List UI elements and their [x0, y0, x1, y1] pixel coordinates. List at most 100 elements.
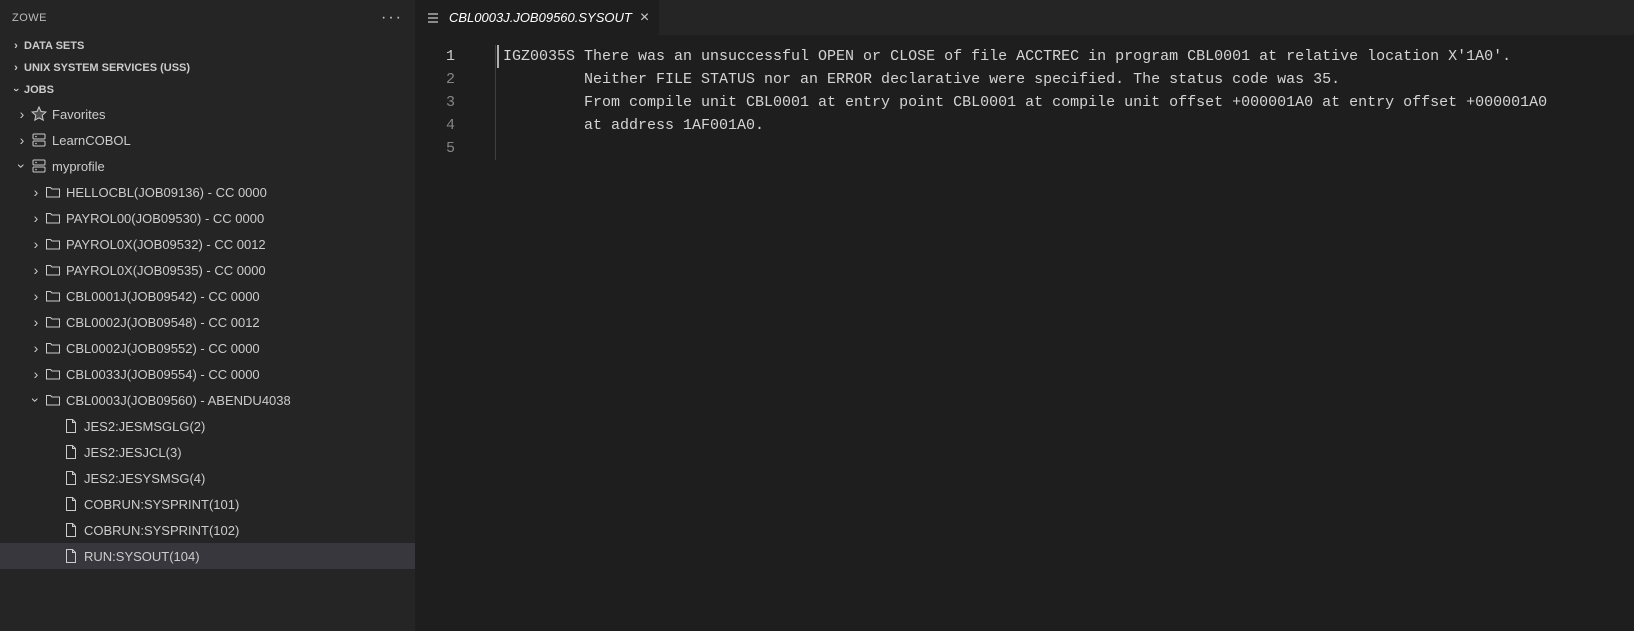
chevron-right-icon: › [14, 132, 30, 148]
tree-job-label: CBL0002J(JOB09548) - CC 0012 [66, 315, 260, 330]
tree-output-label: COBRUN:SYSPRINT(102) [84, 523, 239, 538]
code-content[interactable]: IGZ0035S There was an unsuccessful OPEN … [475, 45, 1634, 631]
sidebar-title: ZOWE [12, 12, 47, 24]
file-icon [62, 496, 80, 512]
code-line: Neither FILE STATUS nor an ERROR declara… [475, 68, 1634, 91]
section-uss[interactable]: › UNIX SYSTEM SERVICES (USS) [0, 57, 415, 79]
tree-job-label: CBL0033J(JOB09554) - CC 0000 [66, 367, 260, 382]
chevron-right-icon: › [8, 62, 24, 74]
code-line: at address 1AF001A0. [475, 114, 1634, 137]
chevron-right-icon: › [28, 184, 44, 200]
folder-icon [44, 210, 62, 226]
tree-output[interactable]: COBRUN:SYSPRINT(101) [0, 491, 415, 517]
tree-output[interactable]: RUN:SYSOUT(104) [0, 543, 415, 569]
tree-job-label: CBL0003J(JOB09560) - ABENDU4038 [66, 393, 291, 408]
tree-output[interactable]: COBRUN:SYSPRINT(102) [0, 517, 415, 543]
tree-node-learncobol[interactable]: › LearnCOBOL [0, 127, 415, 153]
section-label: UNIX SYSTEM SERVICES (USS) [24, 62, 190, 74]
tree-job[interactable]: › HELLOCBL(JOB09136) - CC 0000 [0, 179, 415, 205]
code-line: IGZ0035S There was an unsuccessful OPEN … [475, 45, 1634, 68]
tree-output-label: JES2:JESYSMSG(4) [84, 471, 205, 486]
tree-output-label: RUN:SYSOUT(104) [84, 549, 200, 564]
tree-job[interactable]: › CBL0002J(JOB09552) - CC 0000 [0, 335, 415, 361]
chevron-right-icon: › [28, 288, 44, 304]
tab-bar: CBL0003J.JOB09560.SYSOUT × [415, 0, 1634, 35]
code-line [475, 137, 1634, 160]
tree-output-label: COBRUN:SYSPRINT(101) [84, 497, 239, 512]
chevron-down-icon: › [14, 158, 30, 174]
chevron-right-icon: › [28, 236, 44, 252]
tree-output[interactable]: JES2:JESYSMSG(4) [0, 465, 415, 491]
section-jobs[interactable]: › JOBS [0, 79, 415, 101]
chevron-right-icon: › [28, 340, 44, 356]
folder-icon [44, 340, 62, 356]
file-icon [62, 470, 80, 486]
code-line: From compile unit CBL0001 at entry point… [475, 91, 1634, 114]
tree-job[interactable]: › CBL0003J(JOB09560) - ABENDU4038 [0, 387, 415, 413]
folder-icon [44, 366, 62, 382]
tree-output[interactable]: JES2:JESMSGLG(2) [0, 413, 415, 439]
file-icon [62, 548, 80, 564]
chevron-right-icon: › [28, 314, 44, 330]
star-icon [30, 106, 48, 122]
folder-icon [44, 236, 62, 252]
list-icon [425, 10, 441, 26]
folder-icon [44, 262, 62, 278]
more-actions-icon[interactable]: ··· [381, 9, 403, 27]
line-number: 5 [415, 137, 455, 160]
chevron-right-icon: › [8, 40, 24, 52]
tree-node-label: myprofile [52, 159, 105, 174]
section-label: JOBS [24, 84, 54, 96]
chevron-right-icon: › [28, 262, 44, 278]
line-number: 3 [415, 91, 455, 114]
folder-icon [44, 288, 62, 304]
sidebar-header: ZOWE ··· [0, 0, 415, 35]
tree-job-label: HELLOCBL(JOB09136) - CC 0000 [66, 185, 267, 200]
code-area[interactable]: 12345 IGZ0035S There was an unsuccessful… [415, 35, 1634, 631]
chevron-down-icon: › [28, 392, 44, 408]
tree-node-label: LearnCOBOL [52, 133, 131, 148]
tree-job-label: PAYROL0X(JOB09535) - CC 0000 [66, 263, 266, 278]
line-number: 4 [415, 114, 455, 137]
server-icon [30, 132, 48, 148]
tree-output-label: JES2:JESMSGLG(2) [84, 419, 205, 434]
chevron-right-icon: › [28, 210, 44, 226]
tab-title: CBL0003J.JOB09560.SYSOUT [449, 10, 632, 25]
section-datasets[interactable]: › DATA SETS [0, 35, 415, 57]
tree-node-myprofile[interactable]: › myprofile [0, 153, 415, 179]
tree-job[interactable]: › CBL0002J(JOB09548) - CC 0012 [0, 309, 415, 335]
line-gutter: 12345 [415, 45, 475, 631]
tree-output-label: JES2:JESJCL(3) [84, 445, 182, 460]
tree-job[interactable]: › CBL0033J(JOB09554) - CC 0000 [0, 361, 415, 387]
cursor [497, 45, 499, 68]
file-icon [62, 418, 80, 434]
tree-node-label: Favorites [52, 107, 105, 122]
file-icon [62, 444, 80, 460]
chevron-right-icon: › [28, 366, 44, 382]
tree-job-label: PAYROL0X(JOB09532) - CC 0012 [66, 237, 266, 252]
tree-job[interactable]: › PAYROL0X(JOB09532) - CC 0012 [0, 231, 415, 257]
tab-sysout[interactable]: CBL0003J.JOB09560.SYSOUT × [415, 0, 659, 35]
tree-job[interactable]: › PAYROL0X(JOB09535) - CC 0000 [0, 257, 415, 283]
chevron-down-icon: › [10, 82, 22, 98]
tree-job[interactable]: › PAYROL00(JOB09530) - CC 0000 [0, 205, 415, 231]
editor: CBL0003J.JOB09560.SYSOUT × 12345 IGZ0035… [415, 0, 1634, 631]
chevron-right-icon: › [14, 106, 30, 122]
folder-icon [44, 392, 62, 408]
sidebar: ZOWE ··· › DATA SETS › UNIX SYSTEM SERVI… [0, 0, 415, 631]
section-label: DATA SETS [24, 40, 84, 52]
file-icon [62, 522, 80, 538]
tree-job-label: CBL0001J(JOB09542) - CC 0000 [66, 289, 260, 304]
folder-icon [44, 314, 62, 330]
tree-job-label: CBL0002J(JOB09552) - CC 0000 [66, 341, 260, 356]
line-number: 1 [415, 45, 455, 68]
line-number: 2 [415, 68, 455, 91]
folder-icon [44, 184, 62, 200]
indent-guide [495, 45, 496, 160]
tree-node-favorites[interactable]: › Favorites [0, 101, 415, 127]
server-icon [30, 158, 48, 174]
tree-job-label: PAYROL00(JOB09530) - CC 0000 [66, 211, 264, 226]
tree-output[interactable]: JES2:JESJCL(3) [0, 439, 415, 465]
close-icon[interactable]: × [640, 9, 649, 27]
tree-job[interactable]: › CBL0001J(JOB09542) - CC 0000 [0, 283, 415, 309]
